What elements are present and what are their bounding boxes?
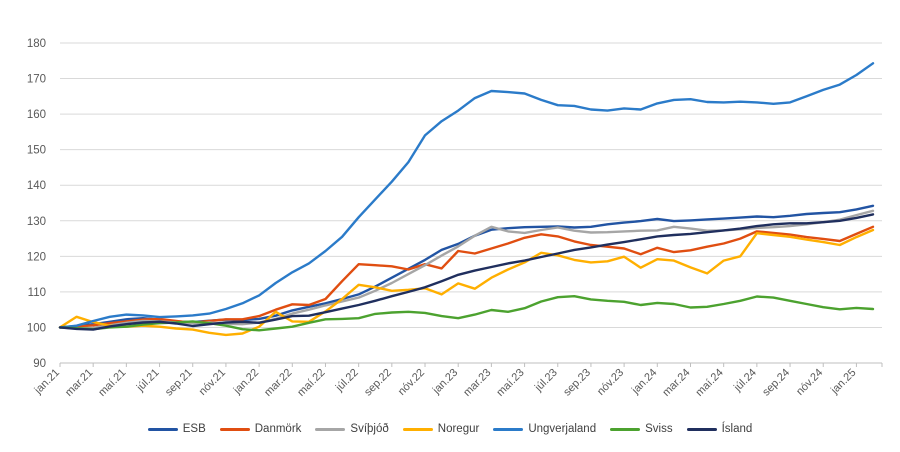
legend-item-ísland: Ísland — [686, 423, 753, 436]
legend-item-danmörk: Danmörk — [219, 423, 302, 436]
y-axis-label: 110 — [28, 287, 46, 299]
x-axis-label: maí.22 — [295, 367, 327, 399]
legend-label: Sviss — [645, 423, 673, 435]
legend-swatch-esb — [147, 428, 178, 432]
chart-legend: ESB Danmörk Svíþjóð Noregur Ungverjaland Svis… — [0, 423, 900, 436]
legend-label: Svíþjóð — [350, 423, 389, 435]
x-axis-label: maí.23 — [494, 367, 526, 399]
x-axis-label: júl.24 — [731, 367, 759, 395]
legend-label: Danmörk — [254, 423, 302, 435]
y-axis-label: 120 — [27, 251, 46, 263]
x-axis-label: nóv.23 — [595, 367, 626, 398]
legend-item-ungverjaland: Ungverjaland — [493, 423, 597, 436]
series-line-svíþjóð — [58, 209, 875, 330]
x-axis-label: jan.23 — [430, 367, 460, 397]
x-axis-label: júl.23 — [532, 367, 560, 395]
series-line-ísland — [58, 213, 875, 331]
legend-swatch-svíþjóð — [315, 428, 346, 432]
x-axis-label: jan.24 — [629, 367, 659, 397]
y-axis-label: 180 — [27, 38, 46, 50]
series-line-ungverjaland — [58, 62, 875, 329]
legend-swatch-ísland — [686, 428, 717, 432]
x-axis-label: júl.22 — [333, 367, 361, 395]
y-axis-label: 90 — [33, 358, 46, 370]
x-axis-label: maí.24 — [694, 367, 726, 399]
x-axis-label: mar.22 — [262, 367, 294, 399]
legend-item-esb: ESB — [147, 423, 206, 436]
x-axis-label: sep.21 — [163, 367, 195, 399]
legend-label: ESB — [182, 423, 206, 435]
series-line-noregur — [58, 228, 875, 337]
x-axis-label: mar.21 — [63, 367, 95, 399]
y-axis-label: 140 — [27, 180, 46, 192]
x-axis-label: sep.23 — [561, 367, 593, 399]
legend-label: Noregur — [437, 423, 480, 435]
x-axis-label: sep.24 — [760, 367, 792, 399]
x-axis-label: mar.23 — [461, 367, 493, 399]
legend-item-sviss: Sviss — [610, 423, 673, 436]
x-axis-label: nóv.21 — [197, 367, 228, 398]
legend-label: Ísland — [721, 423, 753, 435]
legend-swatch-sviss — [610, 428, 641, 432]
x-axis-label: mar.24 — [660, 367, 692, 399]
y-axis-label: 150 — [27, 145, 46, 157]
legend-item-svíþjóð: Svíþjóð — [315, 423, 389, 436]
x-axis-label: maí.21 — [96, 367, 128, 399]
series-line-esb — [58, 204, 875, 329]
y-axis-label: 100 — [27, 322, 46, 334]
y-axis-label: 170 — [27, 74, 46, 86]
x-axis-label: sep.22 — [362, 367, 394, 399]
legend-label: Ungverjaland — [528, 423, 597, 435]
legend-swatch-danmörk — [219, 428, 250, 432]
y-axis-label: 130 — [27, 216, 46, 228]
x-axis-label: nóv.22 — [396, 367, 427, 398]
y-axis-label: 160 — [27, 109, 46, 121]
series-line-sviss — [58, 295, 875, 332]
legend-item-noregur: Noregur — [402, 423, 480, 436]
legend-swatch-noregur — [402, 428, 433, 432]
x-axis-label: júl.21 — [134, 367, 162, 395]
x-axis-label: jan.21 — [32, 367, 62, 397]
x-axis-label: nóv.24 — [794, 367, 825, 398]
legend-swatch-ungverjaland — [493, 428, 524, 432]
x-axis-label: jan.25 — [828, 367, 858, 397]
x-axis-label: jan.22 — [231, 367, 261, 397]
